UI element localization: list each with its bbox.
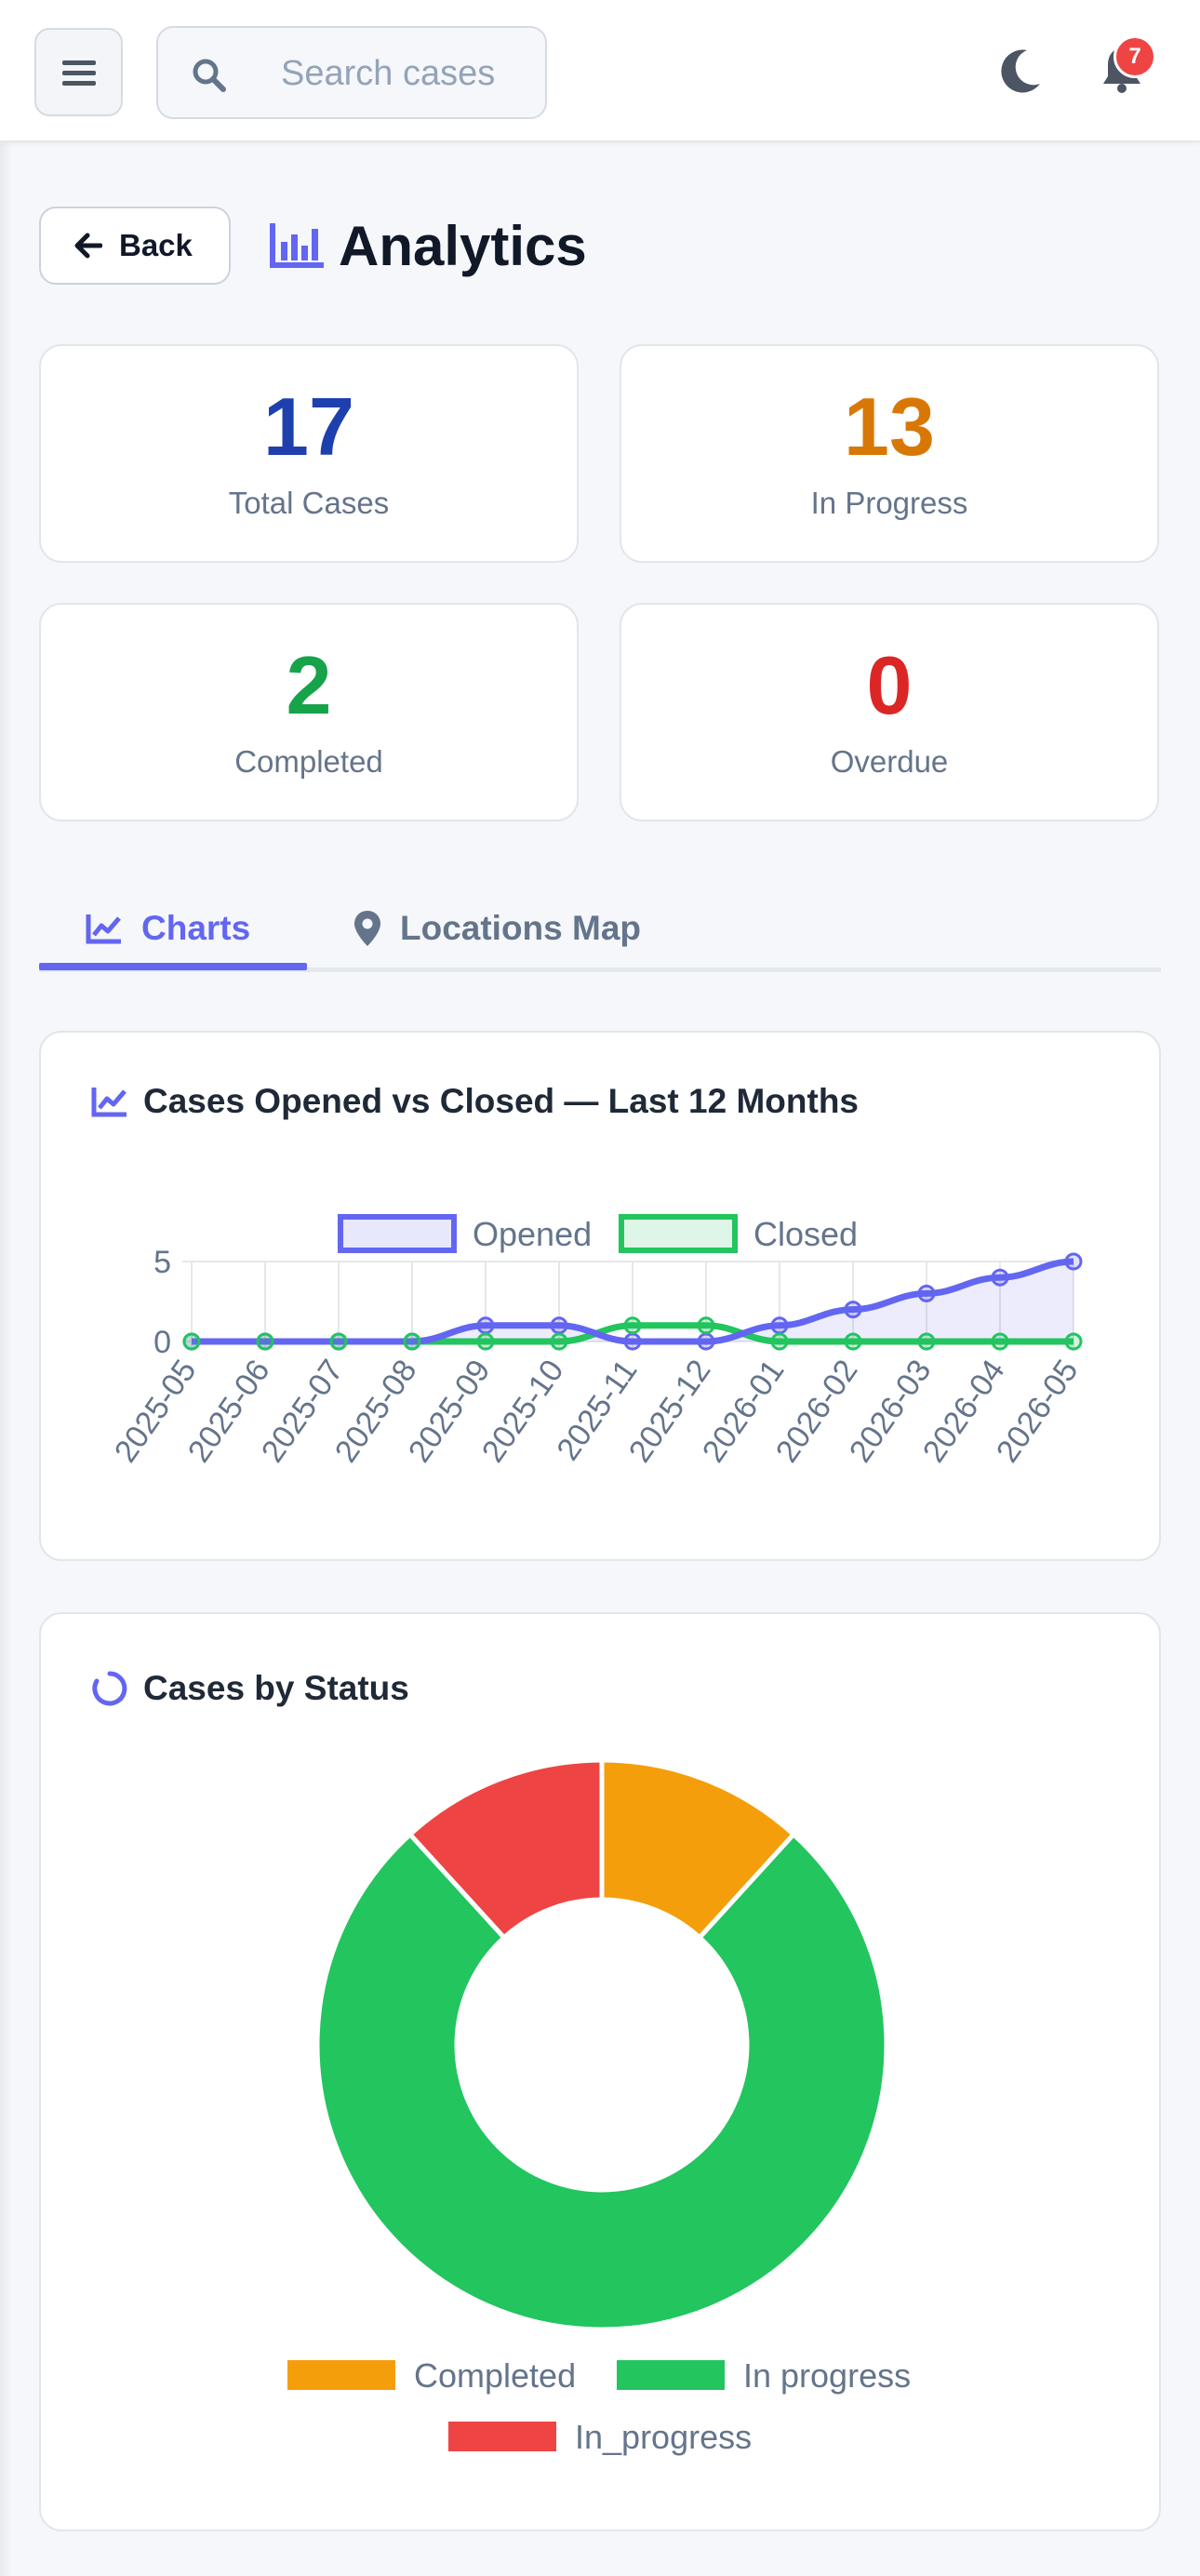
map-pin-icon xyxy=(354,910,380,946)
stat-card-overdue: 0 Overdue xyxy=(620,603,1159,821)
stat-value: 2 xyxy=(286,639,332,731)
tab-charts[interactable]: Charts xyxy=(86,884,250,972)
page-title: Analytics xyxy=(339,214,587,277)
search-box xyxy=(156,26,547,119)
moon-icon[interactable] xyxy=(999,47,1044,95)
legend-swatch-closed xyxy=(619,1214,738,1253)
chart-line-icon xyxy=(86,914,121,943)
tab-locations-map[interactable]: Locations Map xyxy=(353,884,641,972)
legend-label: In_progress xyxy=(575,2418,752,2456)
sidebar-edge xyxy=(0,142,13,2576)
stat-value: 0 xyxy=(866,639,913,731)
legend-swatch xyxy=(448,2422,556,2451)
y-tick-label: 0 xyxy=(153,1325,171,1360)
chart-title-row: Cases by Status xyxy=(91,1666,409,1711)
data-point-closed xyxy=(403,1332,421,1351)
stat-label: Total Cases xyxy=(228,486,390,520)
opened-closed-chart-card: Cases Opened vs Closed — Last 12 Months … xyxy=(39,1031,1161,1561)
legend-label: In progress xyxy=(743,2356,911,2395)
stat-value: 13 xyxy=(844,380,935,473)
y-tick-label: 5 xyxy=(153,1245,171,1280)
menu-button[interactable] xyxy=(34,28,123,116)
legend-swatch xyxy=(287,2360,395,2390)
donut-slice-in-progress xyxy=(407,1757,605,1942)
data-point-closed xyxy=(770,1332,789,1351)
stat-value: 17 xyxy=(263,380,354,473)
data-point-closed xyxy=(1064,1332,1083,1351)
data-point-closed xyxy=(550,1332,568,1351)
data-point-closed xyxy=(476,1332,495,1351)
chart-title-row: Cases Opened vs Closed — Last 12 Months xyxy=(91,1079,859,1124)
data-point-opened xyxy=(770,1316,789,1335)
top-bar: 7 xyxy=(0,0,1200,142)
bar-chart-icon xyxy=(270,223,324,268)
data-point-opened xyxy=(623,1332,642,1351)
legend-label: Completed xyxy=(414,2356,576,2395)
data-point-opened xyxy=(917,1284,936,1302)
legend-label-closed: Closed xyxy=(753,1215,858,1253)
stat-card-total: 17 Total Cases xyxy=(39,344,579,563)
stat-card-in-progress: 13 In Progress xyxy=(620,344,1159,563)
data-point-closed xyxy=(697,1316,715,1335)
legend-swatch-opened xyxy=(338,1214,457,1253)
donut-slice-in-progress xyxy=(314,1831,889,2332)
stat-label: Overdue xyxy=(830,744,949,779)
data-point-opened xyxy=(697,1332,715,1351)
back-label: Back xyxy=(119,228,193,262)
data-point-opened xyxy=(476,1316,495,1335)
status-chart-card: Cases by Status Completed In progress In_p… xyxy=(39,1612,1161,2531)
data-point-opened xyxy=(1064,1252,1083,1271)
opened-area xyxy=(192,1261,1073,1341)
chart-title: Cases Opened vs Closed — Last 12 Months xyxy=(143,1082,859,1120)
search-input[interactable] xyxy=(281,47,523,100)
hamburger-menu-icon xyxy=(61,60,96,86)
tab-label: Locations Map xyxy=(400,908,642,947)
search-icon xyxy=(193,59,226,92)
stat-card-completed: 2 Completed xyxy=(39,603,579,821)
data-point-opened xyxy=(550,1316,568,1335)
chart-title: Cases by Status xyxy=(143,1669,409,1707)
stat-label: In Progress xyxy=(810,486,968,520)
tab-label: Charts xyxy=(141,908,251,947)
legend-label-opened: Opened xyxy=(473,1215,592,1253)
notification-badge: 7 xyxy=(1113,35,1156,78)
tab-bar: Charts Locations Map xyxy=(39,884,1161,972)
data-point-closed xyxy=(844,1332,862,1351)
line-chart: Opened Closed052025-052025-062025-072025-… xyxy=(108,1214,1086,1469)
page-header: Analytics xyxy=(270,207,587,285)
data-point-opened xyxy=(844,1301,862,1319)
legend-swatch xyxy=(617,2360,725,2390)
data-point-opened xyxy=(991,1268,1009,1287)
active-tab-indicator xyxy=(39,963,307,970)
data-point-closed xyxy=(623,1316,642,1335)
stat-label: Completed xyxy=(234,744,383,779)
series-line-opened xyxy=(192,1258,1074,1345)
arrow-left-icon xyxy=(74,233,102,259)
donut-chart: Completed In progress In_progress xyxy=(287,1757,911,2456)
back-button[interactable]: Back xyxy=(39,207,231,285)
data-point-closed xyxy=(256,1332,274,1351)
chart-line-icon xyxy=(91,1088,127,1117)
data-point-closed xyxy=(182,1332,201,1351)
circle-notch-icon xyxy=(92,1671,127,1706)
data-point-closed xyxy=(917,1332,936,1351)
data-point-closed xyxy=(329,1332,348,1351)
data-point-closed xyxy=(991,1332,1009,1351)
